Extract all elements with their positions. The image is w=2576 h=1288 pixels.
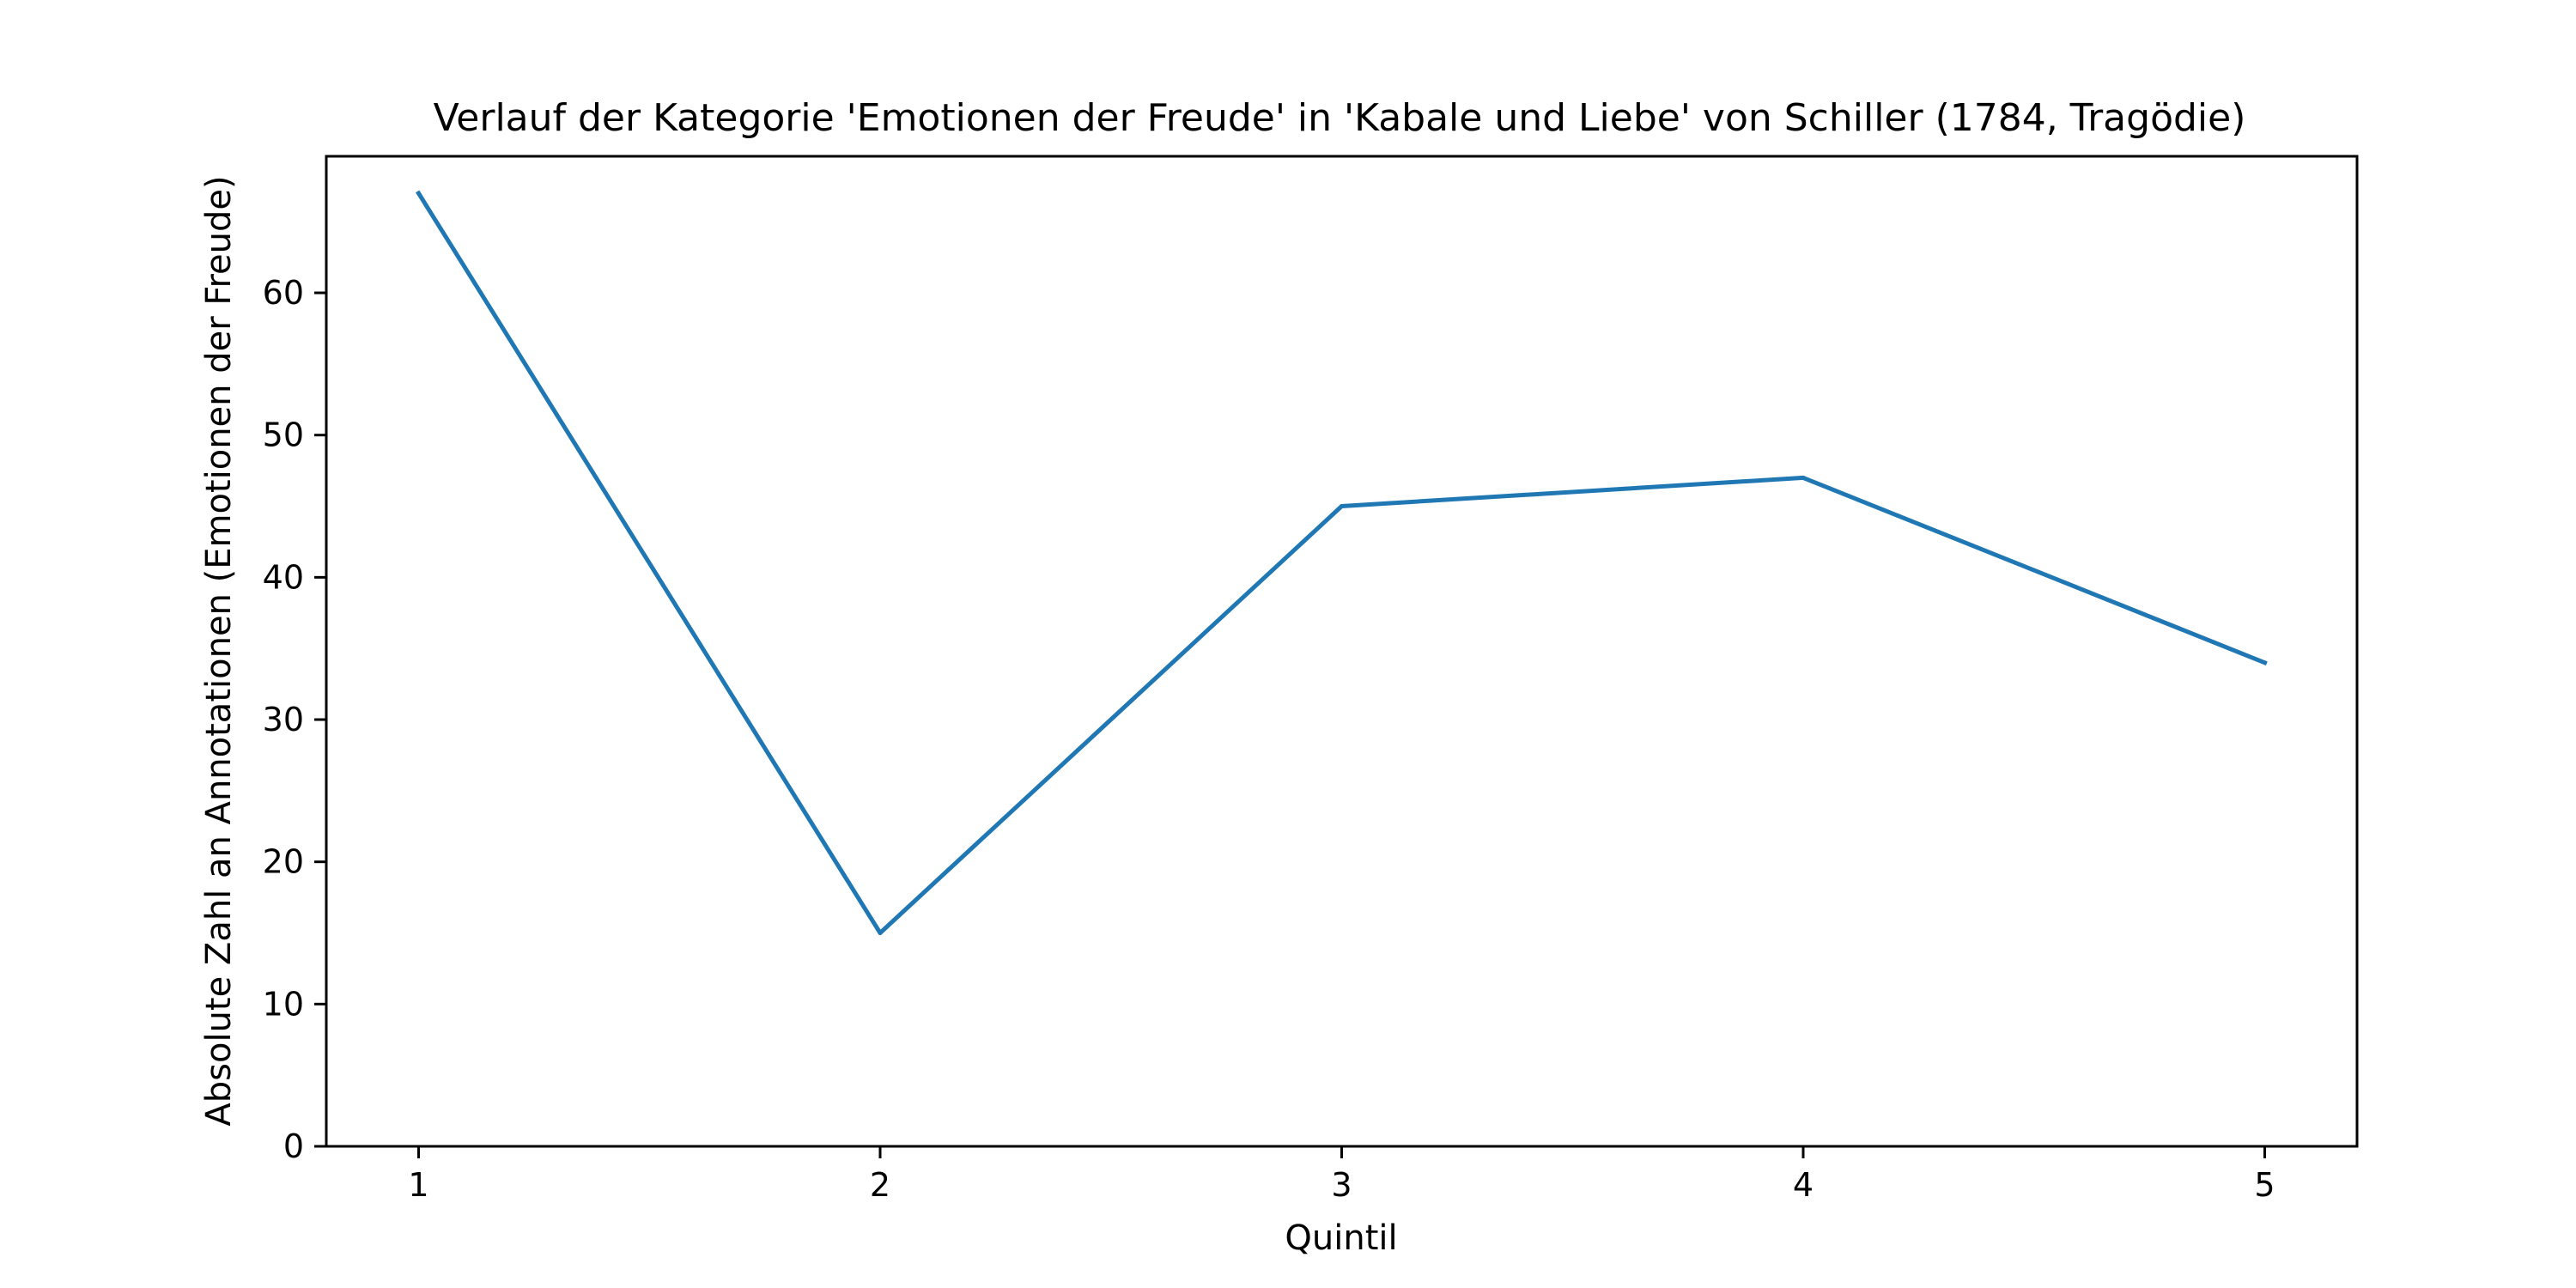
y-tick-label: 10 <box>263 985 304 1023</box>
data-point <box>1340 504 1344 509</box>
x-axis-ticks: 1 2 3 4 5 <box>408 1146 2275 1204</box>
x-tick-label: 1 <box>408 1166 428 1204</box>
y-tick-label: 20 <box>263 843 304 881</box>
chart-title: Verlauf der Kategorie 'Emotionen der Fre… <box>434 96 2246 140</box>
x-tick-label: 4 <box>1793 1166 1814 1204</box>
x-tick-label: 2 <box>870 1166 890 1204</box>
series-points <box>416 191 2267 936</box>
y-tick-label: 0 <box>283 1127 304 1165</box>
data-point <box>2263 660 2267 665</box>
data-point <box>416 191 421 196</box>
x-tick-label: 5 <box>2254 1166 2275 1204</box>
data-point <box>1801 475 1806 480</box>
y-tick-label: 40 <box>263 558 304 596</box>
y-tick-label: 60 <box>263 274 304 312</box>
y-axis-label: Absolute Zahl an Annotationen (Emotionen… <box>199 175 239 1126</box>
y-tick-label: 30 <box>263 701 304 738</box>
x-tick-label: 3 <box>1331 1166 1352 1204</box>
data-point <box>878 931 883 936</box>
x-axis-label: Quintil <box>1285 1218 1397 1258</box>
plot-area-frame <box>325 155 2359 1148</box>
y-tick-label: 50 <box>263 416 304 454</box>
y-axis-ticks: 0 10 20 30 40 50 60 <box>263 274 326 1165</box>
